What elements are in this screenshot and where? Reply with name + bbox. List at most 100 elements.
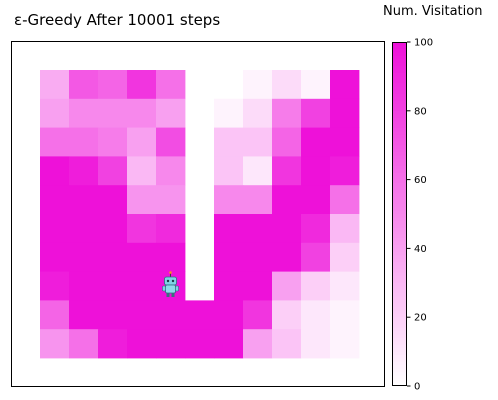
heatmap-cell [40, 156, 70, 186]
colorbar-segment [392, 114, 407, 119]
colorbar-segment [392, 327, 407, 332]
colorbar-label: Num. Visitation [383, 4, 483, 19]
robot-antenna-tip [169, 271, 172, 274]
heatmap-cell [272, 156, 302, 186]
heatmap-cell [127, 271, 157, 301]
colorbar-segment [392, 62, 407, 67]
colorbar-segment [392, 189, 407, 194]
colorbar-segment [392, 375, 407, 380]
heatmap-cell [301, 300, 331, 330]
heatmap-cell [272, 271, 302, 301]
colorbar-segment [392, 55, 407, 60]
colorbar-segment [392, 97, 407, 101]
colorbar-segment [392, 145, 407, 150]
colorbar-segment [392, 368, 407, 373]
colorbar-segment [392, 382, 407, 387]
colorbar-segment [392, 279, 407, 284]
heatmap-cell [272, 185, 302, 215]
heatmap-cell [127, 185, 157, 215]
heatmap-cell [330, 214, 360, 244]
colorbar-segment [392, 337, 407, 342]
colorbar-tick-label: 100 [414, 38, 433, 49]
colorbar-segment [392, 131, 407, 136]
heatmap-cell [98, 300, 128, 330]
colorbar-segment [392, 59, 407, 64]
heatmap-cell [156, 300, 186, 330]
colorbar-segment [392, 186, 407, 191]
heatmap-cell [243, 98, 273, 128]
heatmap-cell [98, 214, 128, 244]
heatmap-cell [40, 98, 70, 128]
colorbar-segment [392, 379, 407, 384]
heatmap-cell [185, 329, 215, 359]
heatmap-cell [214, 300, 244, 330]
heatmap-cell [69, 214, 99, 244]
colorbar-segment [392, 217, 407, 222]
heatmap-cell [69, 242, 99, 272]
colorbar-segment [392, 124, 407, 129]
colorbar-segment [392, 334, 407, 339]
colorbar-segment [392, 272, 407, 277]
heatmap-cell [301, 242, 331, 272]
heatmap-cell [156, 98, 186, 128]
colorbar-segment [392, 162, 407, 167]
colorbar-segment [392, 286, 407, 291]
colorbar-segment [392, 152, 407, 157]
heatmap-cell [243, 70, 273, 100]
heatmap-cell [69, 185, 99, 215]
colorbar-segment [392, 258, 407, 263]
heatmap-cell [243, 329, 273, 359]
colorbar-segment [392, 79, 407, 84]
colorbar-segment [392, 179, 407, 184]
heatmap-cell [98, 127, 128, 157]
colorbar-segment [392, 52, 407, 57]
colorbar-segment [392, 66, 407, 71]
colorbar-segment [392, 244, 407, 249]
colorbar-segment [392, 42, 407, 46]
heatmap-cell [127, 329, 157, 359]
robot-eye [166, 279, 170, 283]
heatmap-cell [301, 271, 331, 301]
heatmap-cell [156, 127, 186, 157]
colorbar-segment [392, 341, 407, 346]
colorbar-segment [392, 361, 407, 366]
heatmap-cell [98, 185, 128, 215]
colorbar-segment [392, 320, 407, 325]
colorbar-segment [392, 214, 407, 218]
colorbar-segment [392, 172, 407, 177]
heatmap-cell [98, 271, 128, 301]
heatmap-cell [127, 214, 157, 244]
colorbar-segment [392, 107, 407, 112]
colorbar-segment [392, 238, 407, 243]
colorbar-segment [392, 138, 407, 143]
heatmap-cell [156, 70, 186, 100]
heatmap-cell [69, 300, 99, 330]
heatmap-cell [272, 329, 302, 359]
colorbar-segment [392, 365, 407, 370]
heatmap-cell [156, 185, 186, 215]
colorbar-segment [392, 100, 407, 105]
colorbar-tick-label: 0 [414, 382, 420, 393]
colorbar: 0 20 40 60 80 100 [392, 38, 433, 393]
heatmap-cell [301, 214, 331, 244]
colorbar-segment [392, 324, 407, 329]
colorbar-segment [392, 300, 407, 304]
colorbar-segment [392, 313, 407, 318]
heatmap-cell [127, 156, 157, 186]
heatmap-cell [214, 156, 244, 186]
colorbar-segment [392, 210, 407, 215]
heatmap-cell [98, 329, 128, 359]
heatmap-cell [127, 98, 157, 128]
colorbar-segment [392, 265, 407, 270]
colorbar-segment [392, 262, 407, 267]
colorbar-segment [392, 117, 407, 122]
heatmap-cell [40, 242, 70, 272]
colorbar-segment [392, 121, 407, 126]
colorbar-segment [392, 248, 407, 253]
heatmap-cell [98, 156, 128, 186]
heatmap-cell [156, 214, 186, 244]
heatmap-cell [214, 185, 244, 215]
colorbar-segment [392, 282, 407, 287]
colorbar-tick-label: 60 [414, 175, 427, 186]
